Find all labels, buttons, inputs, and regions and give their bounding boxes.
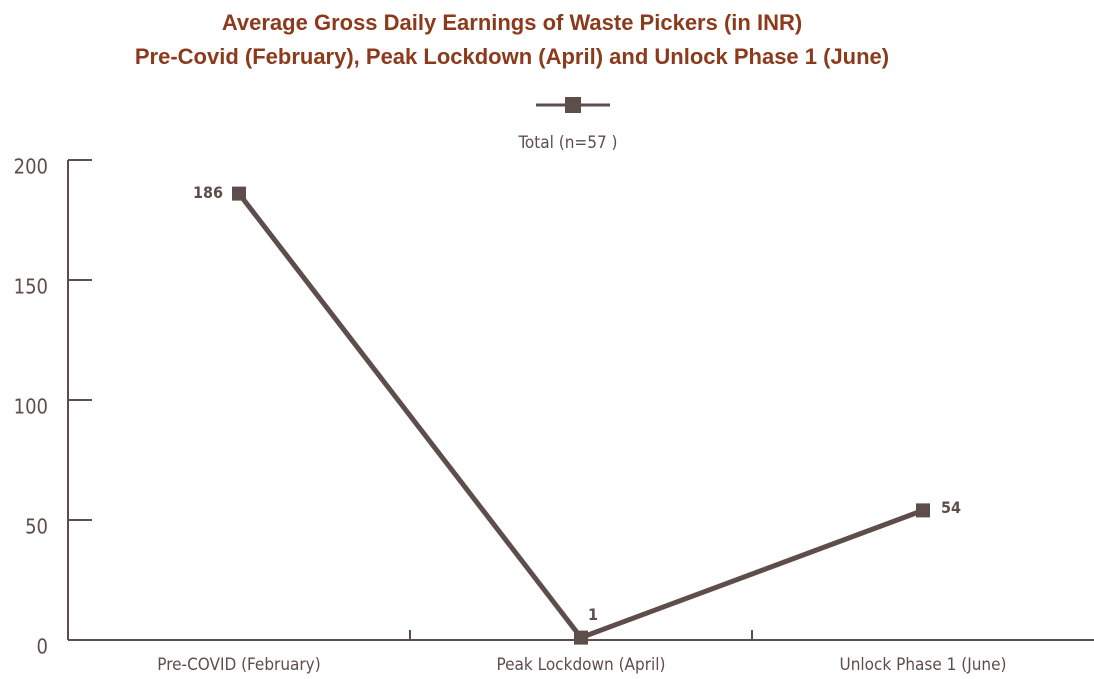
x-tick-label: Pre-COVID (February) [157,655,320,675]
legend-label: Total (n=57 ) [517,133,617,153]
point-marker [916,503,930,518]
point-marker [232,186,246,201]
y-tick-label: 150 [14,275,48,299]
y-tick-label: 200 [14,155,48,179]
chart-subtitle: Pre-Covid (February), Peak Lockdown (Apr… [135,44,889,69]
chart-title: Average Gross Daily Earnings of Waste Pi… [222,10,802,35]
data-label: 1 [588,605,598,624]
y-tick-label: 50 [25,515,48,539]
data-label: 186 [193,183,223,202]
legend-marker [565,97,581,113]
series-line [237,192,924,641]
y-tick-label: 0 [37,635,48,659]
point-marker [574,630,588,645]
x-tick-label: Unlock Phase 1 (June) [840,655,1007,675]
y-tick-label: 100 [14,395,48,419]
data-label: 54 [941,498,961,517]
x-tick-label: Peak Lockdown (April) [497,655,666,675]
